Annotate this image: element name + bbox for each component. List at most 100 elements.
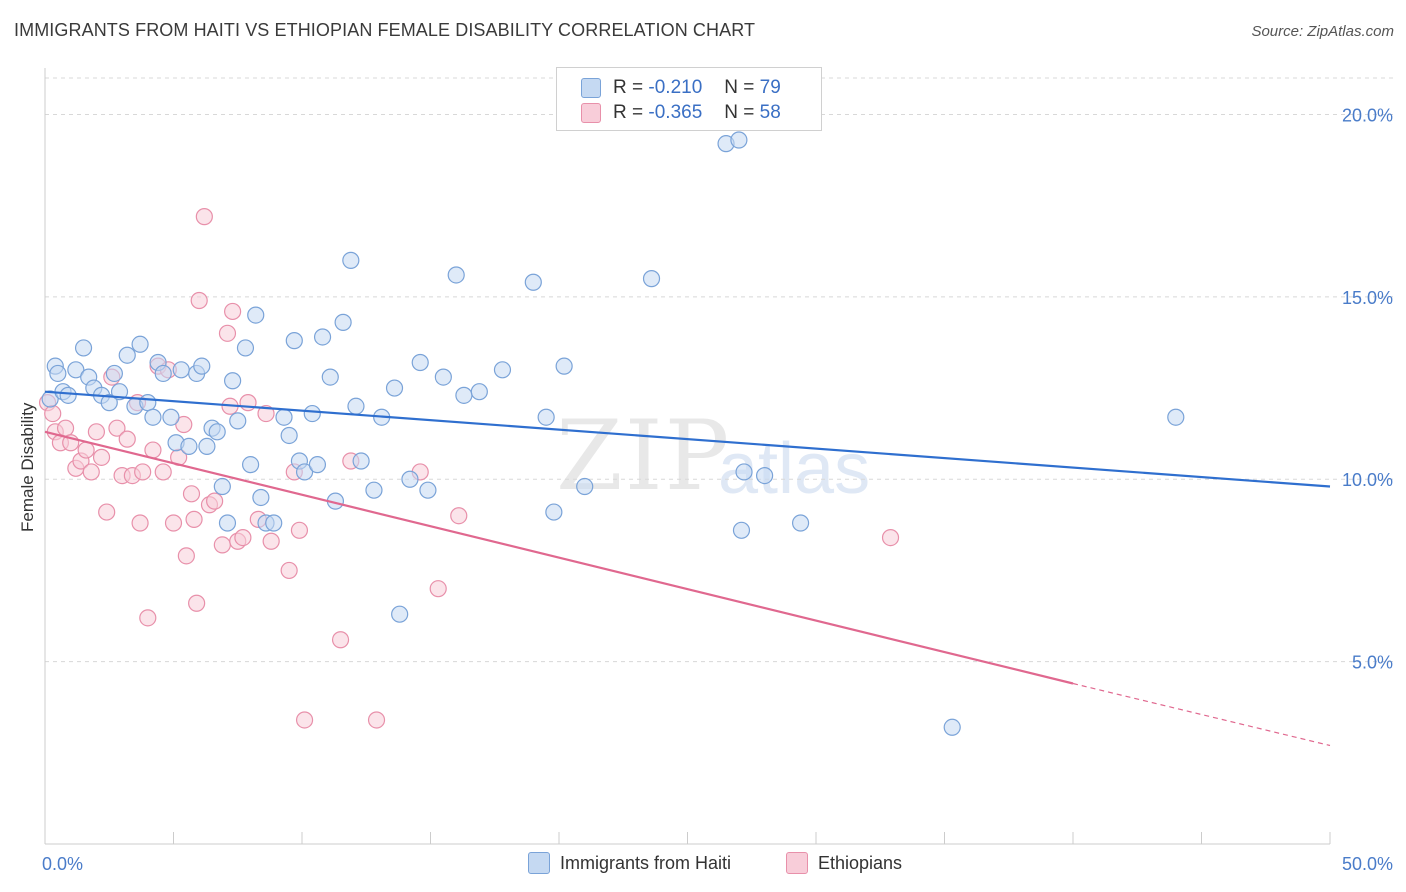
data-point-ethiopians — [188, 594, 206, 612]
data-point-ethiopians — [164, 514, 183, 532]
data-point-ethiopians — [190, 291, 208, 310]
data-point-haiti — [162, 408, 180, 426]
data-point-haiti — [198, 437, 216, 456]
data-point-ethiopians — [131, 514, 149, 532]
legend-row-haiti: R = -0.210 N = 79 — [581, 76, 781, 100]
x-tick-label-max: 50.0% — [1342, 854, 1393, 874]
legend-n-value-haiti: 79 — [759, 77, 781, 98]
correlation-legend: R = -0.210 N = 79 R = -0.365 N = 58 — [556, 67, 822, 131]
data-point-haiti — [385, 379, 404, 397]
data-point-haiti — [347, 397, 365, 415]
data-point-haiti — [100, 394, 118, 412]
bottom-legend-haiti-label: Immigrants from Haiti — [560, 852, 732, 873]
y-tick-label: 20.0% — [1342, 105, 1393, 125]
legend-row-ethiopians: R = -0.365 N = 58 — [581, 101, 781, 125]
data-point-ethiopians — [218, 324, 237, 342]
data-point-haiti — [342, 251, 360, 269]
data-point-haiti — [1167, 408, 1185, 426]
data-point-haiti — [131, 335, 149, 353]
data-point-haiti — [524, 273, 542, 291]
data-point-haiti — [172, 361, 190, 379]
data-point-haiti — [334, 313, 352, 331]
data-point-haiti — [732, 521, 751, 539]
data-point-ethiopians — [77, 441, 95, 459]
data-point-ethiopians — [881, 528, 900, 547]
data-point-haiti — [118, 346, 136, 364]
data-point-haiti — [755, 466, 774, 485]
legend-r-value-haiti: -0.210 — [648, 77, 703, 98]
data-point-haiti — [285, 332, 303, 350]
data-point-haiti — [144, 408, 162, 426]
y-tick-label: 10.0% — [1342, 470, 1393, 490]
data-point-haiti — [576, 477, 594, 496]
data-point-ethiopians — [234, 528, 252, 547]
data-point-haiti — [352, 452, 370, 470]
data-point-haiti — [303, 404, 321, 423]
data-point-ethiopians — [144, 441, 162, 459]
data-point-haiti — [735, 463, 753, 481]
data-point-ethiopians — [331, 631, 350, 649]
data-point-ethiopians — [195, 208, 213, 226]
x-tick-label-min: 0.0% — [42, 854, 83, 874]
legend-n-value-ethiopians: 58 — [759, 102, 781, 123]
data-point-ethiopians — [224, 302, 242, 321]
data-point-haiti — [447, 266, 465, 284]
data-point-haiti — [642, 270, 661, 288]
data-point-ethiopians — [290, 521, 309, 539]
data-point-ethiopians — [134, 463, 152, 481]
data-point-haiti — [411, 353, 429, 372]
data-point-haiti — [401, 470, 419, 488]
data-point-haiti — [365, 481, 383, 499]
data-point-haiti — [180, 437, 198, 456]
bottom-swatch-haiti — [528, 852, 550, 874]
data-point-ethiopians — [295, 711, 314, 729]
data-point-haiti — [545, 503, 563, 521]
legend-swatch-ethiopians — [581, 103, 601, 123]
data-point-haiti — [555, 357, 573, 375]
data-point-ethiopians — [206, 492, 224, 510]
data-point-ethiopians — [92, 448, 111, 466]
data-point-ethiopians — [367, 711, 386, 729]
data-point-haiti — [493, 361, 512, 379]
data-point-haiti — [49, 364, 67, 383]
y-axis-label-wrap: Female Disability — [18, 403, 38, 672]
data-point-haiti — [110, 383, 129, 401]
trendline-ethiopians — [44, 430, 1074, 685]
data-point-haiti — [434, 368, 452, 386]
data-point-haiti — [791, 514, 810, 532]
data-point-ethiopians — [429, 580, 447, 598]
data-point-ethiopians — [177, 547, 195, 565]
data-point-ethiopians — [56, 419, 75, 437]
data-point-ethiopians — [139, 609, 157, 627]
chart-title: IMMIGRANTS FROM HAITI VS ETHIOPIAN FEMAL… — [14, 20, 756, 40]
bottom-legend-ethiopians-label: Ethiopians — [818, 852, 903, 873]
data-point-haiti — [455, 386, 473, 404]
data-point-haiti — [59, 386, 77, 404]
legend-n-label: N = — [724, 77, 755, 98]
data-point-haiti — [218, 514, 237, 532]
bottom-legend-haiti: Immigrants from Haiti — [528, 852, 731, 874]
data-point-haiti — [295, 463, 314, 481]
data-point-ethiopians — [87, 423, 106, 441]
data-point-haiti — [208, 423, 226, 441]
data-point-haiti — [252, 488, 270, 507]
data-point-ethiopians — [213, 536, 231, 554]
data-point-ethiopians — [82, 463, 100, 481]
data-point-haiti — [470, 383, 488, 401]
data-point-haiti — [139, 394, 157, 412]
data-point-haiti — [105, 364, 123, 383]
data-point-haiti — [154, 364, 172, 383]
data-point-ethiopians — [257, 404, 275, 423]
data-point-ethiopians — [262, 532, 280, 550]
legend-r-value-ethiopians: -0.365 — [648, 102, 703, 123]
data-point-ethiopians — [280, 561, 298, 580]
data-point-haiti — [419, 481, 437, 499]
data-point-ethiopians — [175, 415, 193, 434]
legend-n-label: N = — [724, 102, 755, 123]
data-point-haiti — [193, 357, 211, 375]
data-point-ethiopians — [450, 507, 468, 525]
bottom-legend-ethiopians: Ethiopians — [786, 852, 902, 874]
data-point-haiti — [275, 408, 293, 426]
data-point-ethiopians — [44, 404, 62, 423]
data-point-haiti — [313, 328, 332, 346]
